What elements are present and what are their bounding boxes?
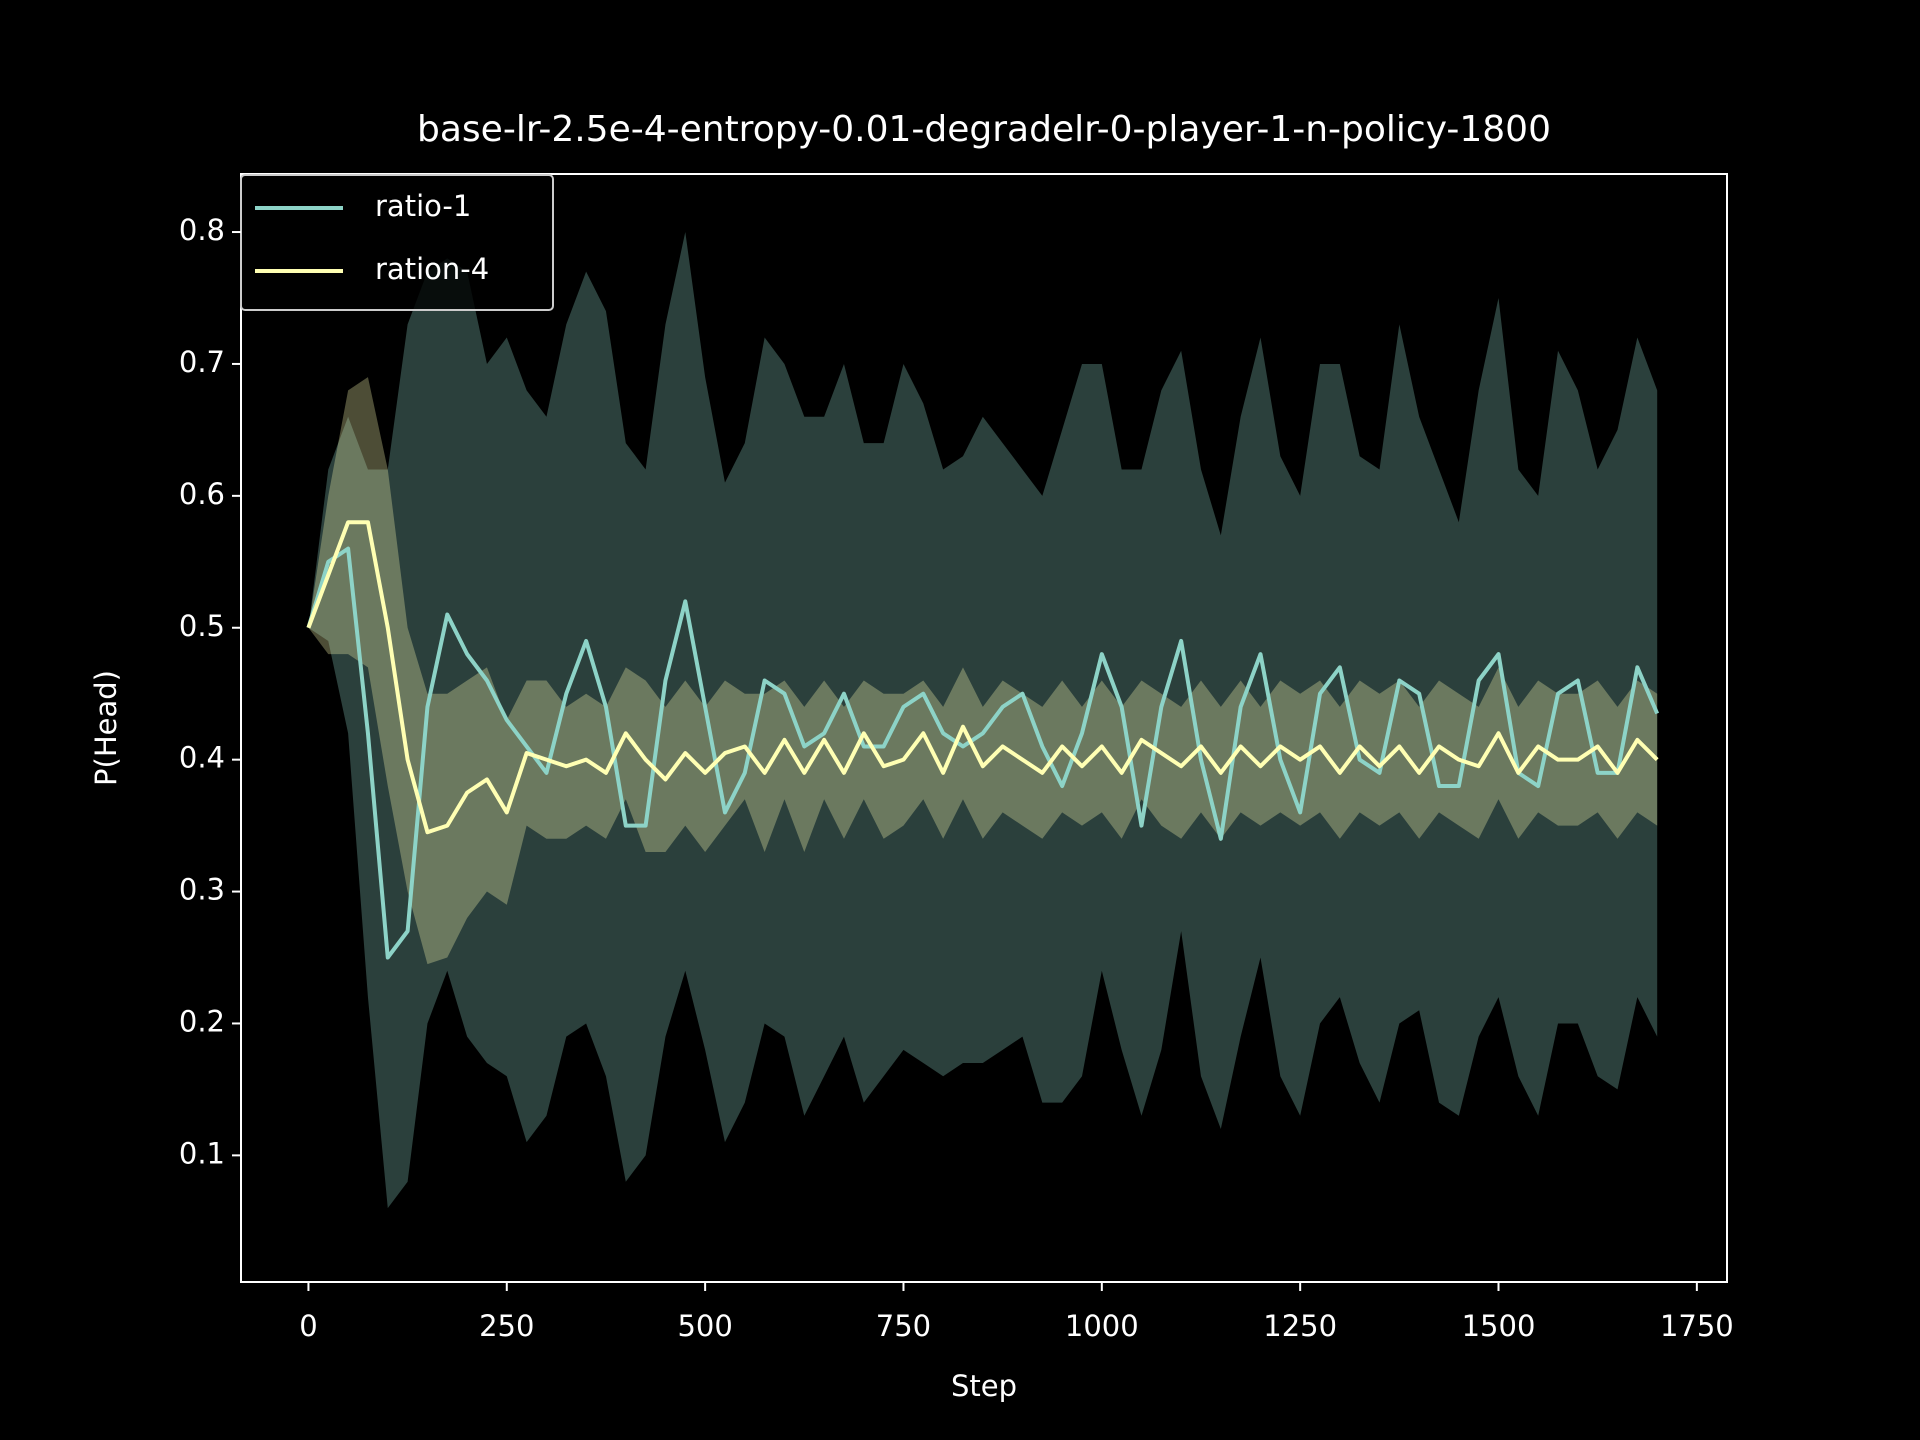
x-tick-label: 1500 — [1462, 1309, 1536, 1343]
band — [308, 232, 1658, 1209]
y-tick-label: 0.8 — [179, 213, 225, 247]
x-tick-label: 500 — [677, 1309, 732, 1343]
x-tick-label: 750 — [876, 1309, 931, 1343]
y-tick-label: 0.2 — [179, 1004, 225, 1038]
legend-label: ration-4 — [375, 252, 489, 286]
y-tick-label: 0.6 — [179, 477, 225, 511]
x-tick-label: 0 — [299, 1309, 317, 1343]
x-tick-label: 1000 — [1065, 1309, 1139, 1343]
y-tick-label: 0.3 — [179, 873, 225, 907]
x-tick-label: 250 — [479, 1309, 534, 1343]
plot-area — [306, 232, 1660, 1209]
legend-label: ratio-1 — [375, 189, 471, 223]
y-tick-label: 0.4 — [179, 741, 225, 775]
x-tick-label: 1750 — [1660, 1309, 1734, 1343]
legend: ratio-1 ration-4 — [240, 174, 554, 311]
chart-title: base-lr-2.5e-4-entropy-0.01-degradelr-0-… — [417, 109, 1551, 150]
line — [306, 520, 1659, 835]
y-tick-label: 0.7 — [179, 345, 225, 379]
y-tick-label: 0.1 — [179, 1136, 225, 1170]
x-tick-label: 1250 — [1263, 1309, 1337, 1343]
x-axis-label: Step — [951, 1369, 1017, 1403]
axes-frame — [240, 173, 1728, 1283]
y-tick-label: 0.5 — [179, 609, 225, 643]
y-axis-label: P(Head) — [89, 670, 123, 786]
